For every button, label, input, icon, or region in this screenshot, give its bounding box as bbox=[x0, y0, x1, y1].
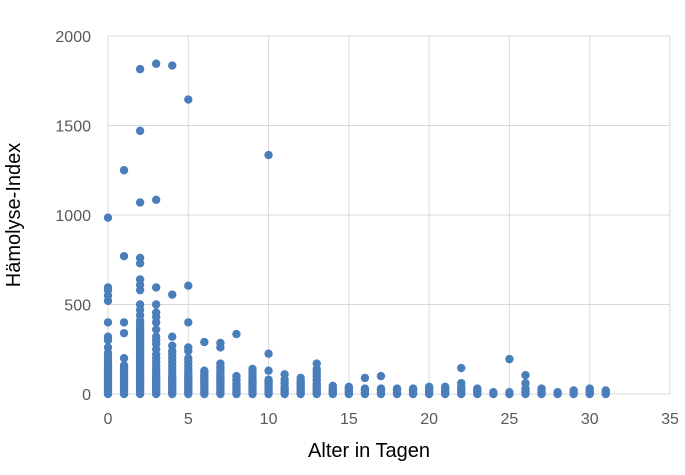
x-tick-label: 30 bbox=[581, 411, 599, 428]
x-tick-label: 15 bbox=[340, 411, 358, 428]
data-point bbox=[168, 61, 177, 70]
data-point bbox=[457, 379, 466, 388]
data-point bbox=[184, 95, 193, 104]
data-point bbox=[151, 59, 161, 68]
data-point bbox=[151, 308, 161, 317]
data-point bbox=[103, 318, 113, 327]
data-point bbox=[601, 386, 610, 395]
data-point bbox=[151, 332, 161, 341]
data-point bbox=[521, 379, 530, 388]
data-point bbox=[151, 283, 161, 292]
y-tick-label: 1500 bbox=[55, 119, 91, 136]
data-point bbox=[200, 337, 209, 347]
data-point bbox=[184, 281, 193, 290]
tick-labels: 0 500 1000 1500 2000 0 5 10 15 20 25 30 35 bbox=[55, 29, 679, 428]
x-tick-label: 25 bbox=[501, 411, 519, 428]
data-point bbox=[135, 253, 145, 263]
data-point bbox=[119, 328, 129, 338]
data-point bbox=[264, 366, 273, 375]
data-point bbox=[392, 384, 402, 393]
data-point bbox=[184, 318, 193, 327]
data-point bbox=[135, 198, 145, 207]
y-axis-title: Hämolyse-Index bbox=[3, 143, 25, 288]
data-point bbox=[296, 373, 305, 383]
data-point bbox=[151, 195, 161, 204]
data-point bbox=[168, 290, 177, 299]
y-tick-label: 1000 bbox=[55, 208, 91, 225]
data-point bbox=[232, 329, 241, 339]
data-point bbox=[376, 371, 386, 381]
data-point bbox=[119, 251, 129, 261]
data-point bbox=[521, 371, 530, 380]
data-point bbox=[184, 343, 193, 352]
data-point bbox=[168, 332, 177, 341]
data-point bbox=[569, 386, 578, 395]
data-point bbox=[537, 384, 546, 393]
x-axis-title: Alter in Tagen bbox=[308, 440, 430, 462]
data-point bbox=[103, 283, 113, 292]
x-tick-label: 0 bbox=[104, 411, 113, 428]
gridlines bbox=[107, 35, 671, 395]
data-point bbox=[489, 388, 498, 397]
data-point bbox=[151, 300, 161, 309]
x-tick-label: 20 bbox=[420, 411, 438, 428]
data-point bbox=[135, 126, 145, 136]
data-point bbox=[328, 381, 337, 391]
data-point bbox=[168, 341, 177, 350]
data-point bbox=[135, 300, 145, 309]
data-point bbox=[264, 375, 273, 384]
data-points bbox=[103, 59, 610, 399]
data-point bbox=[135, 275, 145, 284]
data-point bbox=[135, 64, 145, 74]
x-tick-label: 35 bbox=[661, 411, 679, 428]
data-point bbox=[119, 361, 129, 370]
x-tick-label: 10 bbox=[260, 411, 278, 428]
data-point bbox=[103, 343, 113, 352]
data-point bbox=[103, 332, 113, 341]
data-point bbox=[264, 349, 273, 358]
data-point bbox=[216, 359, 225, 368]
data-point bbox=[232, 371, 241, 381]
x-tick-label: 5 bbox=[184, 411, 193, 428]
data-point bbox=[408, 384, 418, 393]
data-point bbox=[441, 382, 450, 392]
data-point bbox=[360, 373, 370, 383]
data-point bbox=[184, 354, 193, 363]
data-point bbox=[119, 318, 129, 327]
data-point bbox=[280, 370, 289, 379]
data-point bbox=[585, 384, 594, 393]
data-point bbox=[200, 366, 209, 375]
data-point bbox=[360, 384, 370, 393]
y-tick-label: 500 bbox=[64, 298, 91, 315]
data-point bbox=[119, 354, 129, 363]
data-point bbox=[119, 166, 129, 175]
data-point bbox=[248, 364, 257, 374]
data-point bbox=[376, 384, 386, 393]
data-point bbox=[216, 338, 225, 348]
data-point bbox=[344, 382, 354, 392]
data-point bbox=[103, 213, 113, 222]
data-point bbox=[424, 382, 434, 392]
data-point bbox=[457, 363, 466, 373]
data-point bbox=[151, 325, 161, 334]
y-tick-label: 2000 bbox=[55, 29, 91, 46]
data-point bbox=[505, 354, 514, 364]
data-point bbox=[264, 150, 273, 160]
y-tick-label: 0 bbox=[82, 387, 91, 404]
data-point bbox=[505, 388, 514, 397]
data-point bbox=[312, 359, 321, 368]
data-point bbox=[553, 388, 562, 397]
data-point bbox=[473, 384, 482, 393]
